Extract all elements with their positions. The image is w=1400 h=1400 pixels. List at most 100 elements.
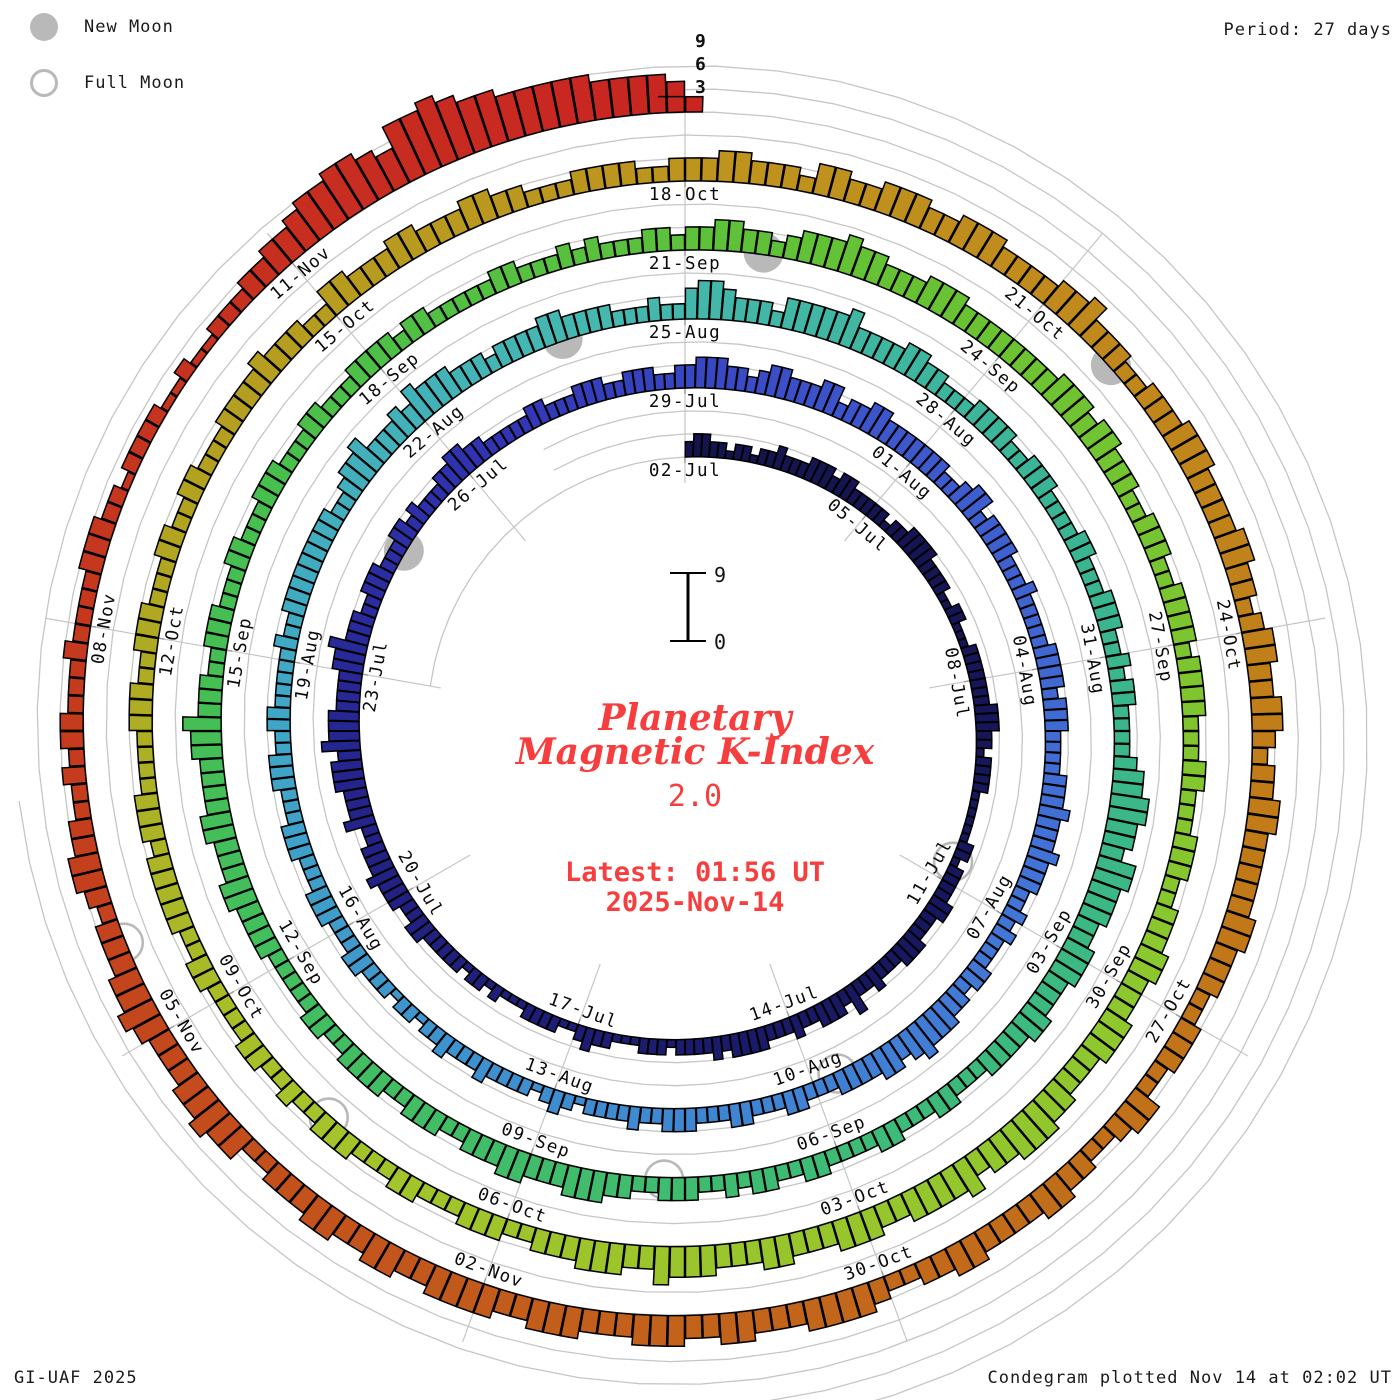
k-bar: [404, 501, 431, 526]
k-bar: [1052, 1066, 1082, 1096]
k-bar: [1240, 627, 1276, 650]
k-bar: [1101, 830, 1136, 852]
k-bar: [214, 993, 238, 1017]
k-bar: [718, 1311, 739, 1346]
k-bar: [684, 95, 704, 113]
k-bar: [451, 291, 472, 314]
k-bar: [197, 688, 223, 705]
k-bar: [740, 228, 759, 255]
k-bar: [627, 236, 644, 256]
k-bar: [94, 918, 124, 944]
k-bar: [1050, 383, 1086, 417]
k-bar: [1030, 474, 1059, 500]
k-bar: [320, 395, 343, 419]
radial-grid-line: [266, 232, 527, 542]
k-bar: [218, 875, 254, 900]
k-bar: [1112, 360, 1137, 385]
k-bar: [570, 246, 589, 267]
k-bar: [1207, 514, 1237, 539]
k-bar: [1158, 581, 1187, 604]
k-bar: [272, 633, 300, 652]
k-bar: [268, 764, 295, 780]
footer-credit: GI-UAF 2025: [14, 1368, 138, 1388]
k-bar: [663, 372, 676, 391]
k-bar: [771, 444, 789, 471]
k-scale-max-label: 9: [714, 563, 726, 587]
k-bar: [373, 247, 401, 278]
k-bar: [546, 309, 569, 345]
k-bar: [1062, 1055, 1091, 1084]
k-bar: [132, 633, 160, 654]
k-bar: [67, 676, 86, 697]
k-bar: [1229, 578, 1258, 602]
k-bar: [439, 298, 460, 321]
k-bar: [1110, 780, 1144, 799]
k-bar: [1018, 1001, 1053, 1033]
k-bar: [959, 966, 986, 992]
k-bar: [81, 570, 102, 593]
k-bar: [359, 256, 387, 287]
k-bar: [365, 865, 400, 890]
k-bar: [278, 451, 301, 474]
k-bar: [655, 226, 672, 253]
k-bar: [559, 1304, 584, 1340]
k-bar: [912, 546, 938, 569]
k-bar: [927, 282, 958, 318]
k-bar: [605, 1241, 626, 1276]
k-bar: [926, 1090, 952, 1119]
k-bar: [205, 1112, 243, 1147]
k-bar: [726, 219, 745, 253]
k-bar: [185, 939, 208, 962]
k-bar: [1213, 527, 1250, 555]
k-bar: [1112, 704, 1130, 719]
k-bar: [849, 326, 872, 355]
k-bar: [764, 161, 786, 189]
k-bar: [646, 73, 668, 115]
k-bar: [817, 1220, 840, 1250]
k-bar: [693, 1037, 705, 1056]
k-bar: [1123, 373, 1148, 398]
k-bar: [1080, 1032, 1116, 1065]
k-bar: [1171, 831, 1199, 853]
k-bar: [149, 837, 170, 858]
k-bar: [1103, 459, 1133, 486]
k-bar: [971, 781, 990, 795]
k-bar: [302, 313, 326, 338]
k-bar: [1015, 1193, 1045, 1224]
k-bar: [1180, 1002, 1204, 1026]
k-bar: [347, 1223, 376, 1254]
k-bar: [494, 90, 526, 142]
k-bar: [455, 95, 492, 154]
new-moon-label: New Moon: [84, 17, 174, 37]
k-bar: [587, 1169, 608, 1204]
k-bar: [749, 1168, 767, 1195]
k-bar: [1107, 666, 1127, 682]
k-bar: [59, 730, 85, 750]
k-bar: [780, 164, 802, 191]
k-bar: [1161, 419, 1199, 451]
k-bar: [249, 256, 280, 288]
k-bar: [61, 765, 88, 786]
date-label: 21-Sep: [649, 254, 721, 274]
k-bar: [951, 1155, 987, 1198]
k-bar: [1088, 589, 1117, 610]
k-bar: [684, 440, 694, 458]
k-bar: [334, 152, 379, 211]
k-bar: [128, 682, 155, 701]
k-bar: [1048, 958, 1083, 988]
k-bar: [788, 1013, 807, 1040]
k-bar: [1091, 1125, 1116, 1150]
k-bar: [816, 463, 838, 490]
k-bar: [858, 182, 883, 212]
k-bar: [409, 1257, 437, 1287]
k-bar: [463, 284, 485, 307]
k-bar: [1102, 1112, 1133, 1143]
k-bar: [439, 1271, 469, 1308]
k-bar: [620, 1034, 632, 1046]
k-bar: [298, 1194, 333, 1231]
k-bar: [469, 1207, 494, 1237]
date-label: 02-Jul: [649, 461, 721, 481]
k-bar: [1143, 539, 1172, 563]
k-bar: [1032, 1088, 1066, 1123]
k-bar: [128, 714, 153, 732]
